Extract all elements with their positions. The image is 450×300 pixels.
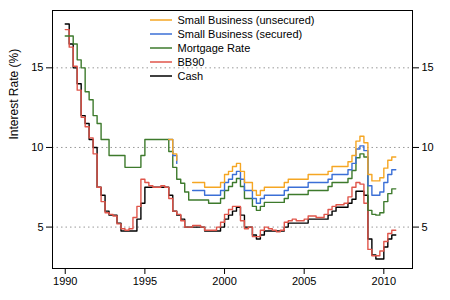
svg-text:5: 5 [37,221,43,233]
html-text:Cash: Cash [177,70,204,82]
svg-text:5: 5 [422,221,428,233]
html-text:Mortgage Rate: Mortgage Rate [177,42,251,54]
html-text:Small Business (unsecured): Small Business (unsecured) [177,14,315,26]
svg-text:Interest Rate (%): Interest Rate (%) [7,49,21,140]
svg-text:15: 15 [422,61,434,73]
html-text:Small Business (secured): Small Business (secured) [177,28,303,40]
svg-text:2005: 2005 [292,275,316,287]
svg-text:2000: 2000 [212,275,236,287]
svg-text:1990: 1990 [53,275,77,287]
svg-text:15: 15 [31,61,43,73]
svg-text:2010: 2010 [372,275,396,287]
svg-text:10: 10 [31,141,43,153]
svg-text:1995: 1995 [133,275,157,287]
svg-text:10: 10 [422,141,434,153]
html-text:BB90: BB90 [177,56,205,68]
